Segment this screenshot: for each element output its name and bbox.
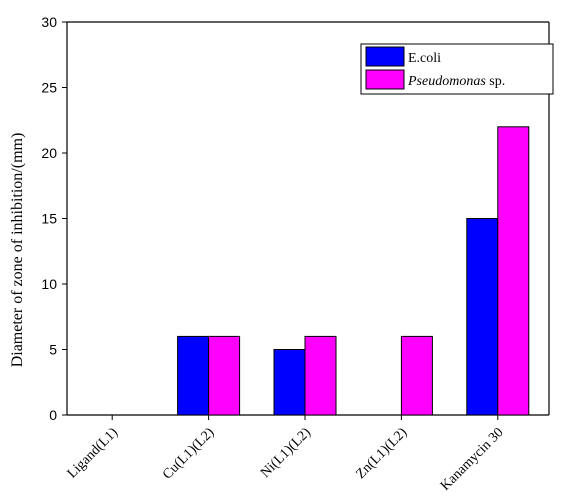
legend-swatch-ecoli bbox=[365, 46, 405, 67]
bar-ecoli-1 bbox=[177, 335, 210, 416]
bar-pseudomonas-1 bbox=[208, 335, 241, 416]
y-tick-label: 10 bbox=[41, 276, 57, 292]
bar-pseudomonas-3 bbox=[400, 335, 433, 416]
y-tick-label: 0 bbox=[49, 407, 57, 423]
bar-pseudomonas-4 bbox=[497, 126, 530, 416]
x-tick-label: Zn(L1)(L2) bbox=[353, 425, 410, 482]
y-tick-label: 25 bbox=[41, 80, 57, 96]
y-tick-label: 15 bbox=[41, 211, 57, 227]
y-axis-ticks: 0 5 10 15 20 25 30 bbox=[41, 14, 67, 423]
legend: E.coli Pseudomonas sp. bbox=[360, 43, 554, 95]
bar-ecoli-4 bbox=[466, 218, 499, 416]
x-tick-label: Ligand(L1) bbox=[65, 425, 121, 481]
legend-label-ecoli: E.coli bbox=[408, 51, 441, 66]
legend-swatch-pseudomonas bbox=[365, 69, 405, 90]
legend-label-pseudomonas: Pseudomonas sp. bbox=[407, 74, 505, 89]
bar-pseudomonas-2 bbox=[304, 335, 337, 416]
x-tick-label: Kanamycin 30 bbox=[438, 425, 507, 494]
y-tick-label: 20 bbox=[41, 145, 57, 161]
y-tick-label: 30 bbox=[41, 14, 57, 30]
bar-ecoli-2 bbox=[273, 349, 306, 416]
y-tick-label: 5 bbox=[49, 342, 57, 358]
x-tick-label: Ni(L1)(L2) bbox=[258, 425, 314, 481]
y-axis-label: Diameter of zone of inhibition/(mm) bbox=[9, 133, 26, 368]
x-axis-ticks: Ligand(L1) Cu(L1)(L2) Ni(L1)(L2) Zn(L1)(L2)… bbox=[65, 415, 507, 494]
bars bbox=[177, 126, 530, 416]
x-tick-label: Cu(L1)(L2) bbox=[160, 425, 218, 483]
